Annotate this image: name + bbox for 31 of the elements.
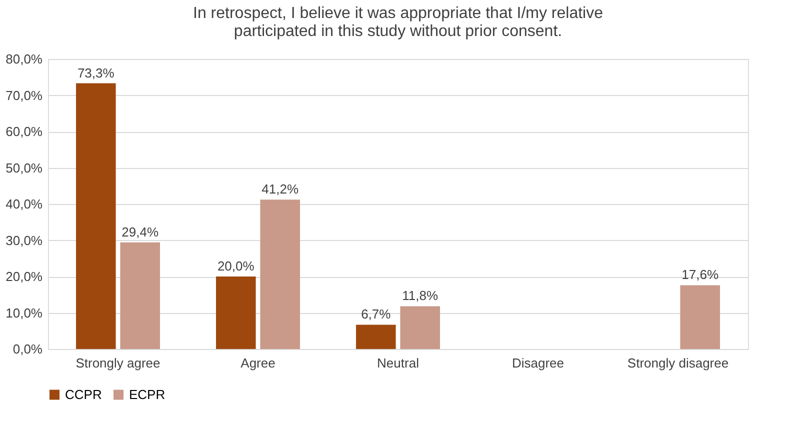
y-tick-label: 80,0% [6,52,43,66]
x-tick-label: Strongly agree [76,356,160,370]
bar [260,200,300,349]
y-tick-label: 0,0% [12,342,43,356]
bar [680,285,720,349]
bar [76,83,116,349]
y-tick-label: 30,0% [6,232,43,248]
bar [400,306,440,349]
x-tick-label: Strongly disagree [627,356,729,370]
y-tick-label: 70,0% [6,88,43,103]
x-tick-label: Neutral [377,356,420,370]
data-label: 41,2% [262,182,299,197]
data-label: 73,3% [77,65,115,80]
y-tick-label: 50,0% [6,160,43,176]
chart-title: In retrospect, I believe it was appropriate that I/my relative participated in this study without prior consent. [193,5,604,40]
legend-label: ECPR [129,386,166,402]
data-label: 29,4% [122,224,159,240]
x-tick-label: Disagree [512,356,564,370]
data-label: 6,7% [361,306,392,322]
data-label: 11,8% [402,288,438,304]
bar [356,324,396,349]
bar [120,242,160,349]
bar [216,276,256,349]
y-tick-label: 60,0% [6,124,43,139]
y-tick-label: 40,0% [6,196,43,212]
data-label: 17,6% [682,267,719,282]
y-tick-label: 20,0% [6,269,43,284]
y-tick-label: 10,0% [6,305,43,320]
x-tick-label: Agree [240,356,276,370]
legend-label: CCPR [65,386,102,402]
data-label: 20,0% [217,258,255,274]
